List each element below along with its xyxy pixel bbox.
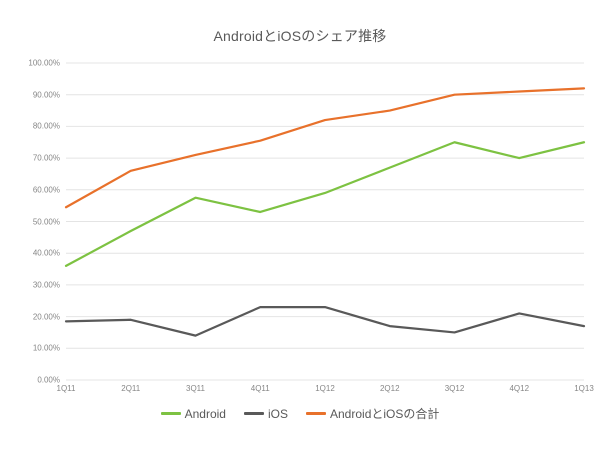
legend-swatch-icon bbox=[243, 412, 264, 415]
x-axis-tick-label: 4Q11 bbox=[250, 384, 270, 393]
chart-legend: Android iOS AndroidとiOSの合計 bbox=[0, 405, 600, 422]
y-axis-tick-label: 30.00% bbox=[32, 280, 60, 290]
x-axis-tick-label: 3Q11 bbox=[186, 384, 205, 393]
legend-label: AndroidとiOSの合計 bbox=[330, 407, 440, 421]
legend-swatch-icon bbox=[160, 412, 181, 415]
x-axis-tick-label: 2Q11 bbox=[121, 384, 141, 393]
x-axis-tick-label: 4Q12 bbox=[509, 384, 530, 393]
series-line-1 bbox=[64, 141, 586, 267]
chart-plot-svg bbox=[64, 62, 586, 381]
series-line-3 bbox=[64, 87, 586, 209]
y-axis-tick-label: 20.00% bbox=[32, 312, 60, 322]
legend-item-2[interactable]: iOS bbox=[243, 406, 288, 421]
y-axis-tick-label: 40.00% bbox=[32, 248, 60, 258]
y-axis-tick-label: 80.00% bbox=[32, 121, 60, 131]
y-axis-tick-label: 60.00% bbox=[32, 185, 60, 195]
legend-label: Android bbox=[184, 406, 226, 421]
x-axis-tick-label: 1Q13 bbox=[574, 384, 594, 393]
y-axis-tick-label: 50.00% bbox=[32, 217, 60, 226]
y-axis-tick-label: 100.00% bbox=[28, 58, 60, 68]
y-axis-tick-label: 70.00% bbox=[32, 153, 60, 163]
x-axis-tick-label: 3Q12 bbox=[444, 384, 465, 393]
legend-item-1[interactable]: Android bbox=[160, 406, 226, 421]
legend-swatch-icon bbox=[306, 412, 326, 415]
gridlines bbox=[66, 62, 584, 381]
plot-area bbox=[64, 62, 586, 381]
legend-label: iOS bbox=[267, 406, 288, 421]
y-axis: 0.00% 10.00% 20.00% 30.00% 40.00% 50.00% 60.00… bbox=[8, 55, 60, 387]
x-axis-tick-label: 1Q11 bbox=[56, 384, 76, 393]
y-axis-tick-label: 90.00% bbox=[32, 90, 60, 100]
y-axis-tick-label: 0.00% bbox=[37, 375, 60, 385]
series-line-2 bbox=[64, 305, 586, 337]
series-lines bbox=[64, 87, 586, 337]
x-axis: 1Q11 2Q11 3Q11 4Q11 1Q12 2Q12 3Q12 4Q12 1Q13 bbox=[57, 384, 594, 400]
legend-item-3[interactable]: AndroidとiOSの合計 bbox=[306, 405, 439, 422]
x-axis-tick-label: 2Q12 bbox=[379, 384, 400, 393]
chart-title: AndroidとiOSのシェア推移 bbox=[213, 28, 387, 44]
x-axis-tick-label: 1Q12 bbox=[315, 384, 335, 393]
y-axis-tick-label: 10.00% bbox=[32, 343, 60, 353]
